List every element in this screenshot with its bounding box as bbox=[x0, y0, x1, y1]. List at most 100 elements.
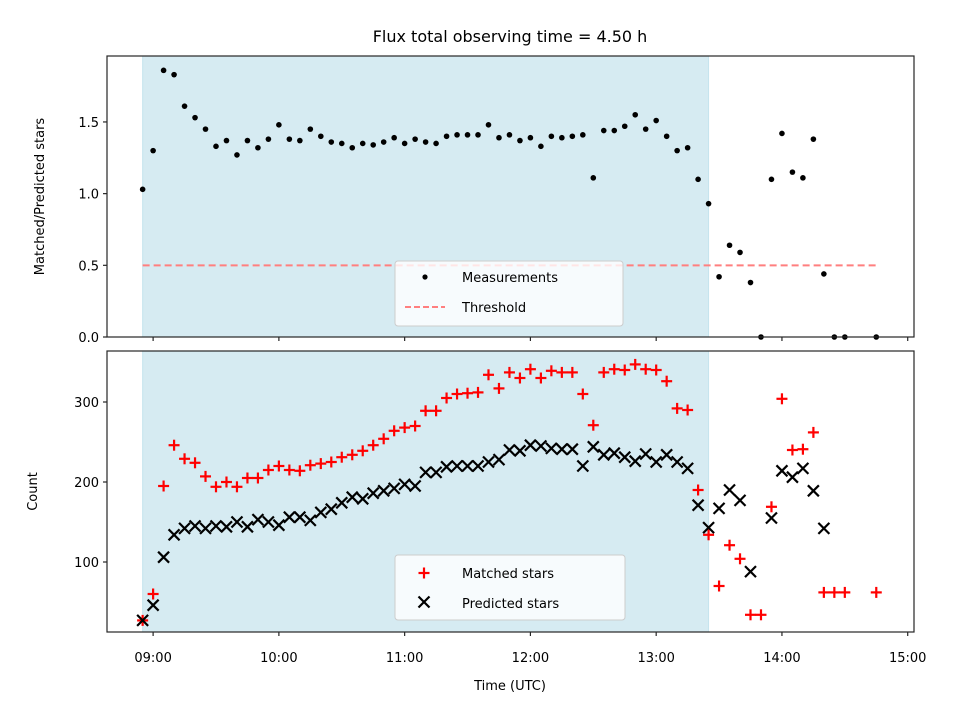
predicted-point bbox=[471, 459, 485, 473]
matched-point bbox=[451, 388, 463, 400]
measurement-point bbox=[663, 133, 670, 140]
measurement-point bbox=[297, 137, 303, 144]
predicted-point bbox=[639, 447, 652, 461]
matched-point bbox=[807, 426, 819, 438]
predicted-point bbox=[220, 520, 233, 534]
measurement-point bbox=[370, 142, 377, 148]
ratio-y-axis-label: Matched/Predicted stars bbox=[33, 118, 48, 276]
matched-point bbox=[409, 420, 421, 432]
matched-point bbox=[765, 501, 777, 513]
predicted-point bbox=[419, 466, 432, 479]
measurement-point bbox=[391, 134, 397, 141]
predicted-point bbox=[272, 518, 286, 532]
measurement-point bbox=[569, 133, 576, 140]
measurement-point bbox=[318, 133, 324, 140]
matched-point bbox=[294, 465, 306, 477]
matched-point bbox=[336, 451, 348, 463]
predicted-point bbox=[136, 614, 149, 627]
predicted-point bbox=[377, 484, 390, 498]
measurement-point bbox=[412, 136, 418, 142]
predicted-point bbox=[283, 510, 296, 524]
measurement-point bbox=[328, 139, 335, 145]
matched-point bbox=[713, 580, 725, 592]
measurement-point bbox=[527, 134, 534, 141]
ratio-y-ticks: 0.0 0.5 1.0 1.5 bbox=[78, 116, 107, 346]
predicted-point bbox=[262, 515, 275, 529]
predicted-point bbox=[450, 459, 464, 473]
measurement-point bbox=[223, 137, 230, 144]
count-points bbox=[136, 358, 882, 627]
measurement-point bbox=[171, 71, 177, 78]
predicted-point bbox=[545, 442, 558, 455]
predicted-point bbox=[157, 550, 170, 564]
matched-point bbox=[147, 588, 159, 600]
measurement-point bbox=[181, 103, 188, 109]
measurement-point bbox=[747, 279, 754, 286]
matched-point bbox=[703, 529, 715, 541]
predicted-point bbox=[199, 522, 212, 535]
y-tick-label: 1.5 bbox=[78, 116, 99, 131]
measurement-point bbox=[433, 140, 439, 147]
predicted-point bbox=[660, 448, 673, 462]
matched-point bbox=[566, 366, 578, 378]
matched-point bbox=[200, 470, 212, 482]
matched-point bbox=[388, 425, 400, 437]
predicted-point bbox=[534, 439, 548, 453]
legend-plus bbox=[418, 567, 430, 579]
measurement-point bbox=[192, 114, 198, 121]
predicted-point bbox=[817, 522, 831, 535]
measurement-point bbox=[255, 144, 261, 151]
matched-point bbox=[441, 392, 453, 404]
measurement-point bbox=[202, 126, 209, 132]
matched-plus-icon bbox=[418, 567, 430, 579]
matched-point bbox=[430, 405, 442, 417]
matched-point bbox=[514, 372, 526, 384]
matched-point bbox=[493, 382, 505, 394]
matched-point bbox=[818, 586, 830, 598]
measurement-point bbox=[286, 136, 293, 142]
matched-point bbox=[252, 472, 264, 484]
measurement-points bbox=[139, 67, 880, 340]
ratio-legend: Measurements Threshold bbox=[394, 260, 624, 327]
predicted-point bbox=[492, 453, 506, 466]
measurement-point bbox=[380, 139, 387, 145]
measurement-point bbox=[517, 137, 523, 144]
x-tick-label: 13:00 bbox=[637, 651, 674, 666]
measurement-point bbox=[307, 126, 314, 132]
matched-point bbox=[545, 365, 557, 377]
matched-point bbox=[734, 553, 746, 565]
measurement-point bbox=[779, 130, 785, 137]
chart-title: Flux total observing time = 4.50 h bbox=[373, 27, 648, 46]
x-tick-label: 09:00 bbox=[134, 651, 171, 666]
matched-point bbox=[283, 464, 295, 476]
matched-point bbox=[378, 433, 390, 445]
x-tick-label: 14:00 bbox=[763, 651, 800, 666]
measurement-point bbox=[265, 136, 272, 142]
measurement-point bbox=[213, 143, 219, 150]
matched-point bbox=[619, 364, 631, 376]
predicted-point bbox=[649, 455, 663, 469]
matched-point bbox=[262, 464, 274, 476]
matched-point bbox=[587, 419, 599, 431]
predicted-point bbox=[178, 522, 191, 535]
ratio-axes-frame bbox=[106, 55, 915, 338]
predicted-point bbox=[691, 498, 705, 512]
matched-point bbox=[482, 369, 494, 381]
matched-point bbox=[503, 366, 515, 378]
predicted-point bbox=[744, 565, 757, 578]
matched-point bbox=[755, 609, 767, 621]
predicted-point bbox=[335, 496, 349, 510]
predicted-point bbox=[587, 440, 600, 454]
matched-point bbox=[776, 393, 788, 405]
measurement-point bbox=[475, 132, 481, 138]
measurement-point bbox=[821, 271, 827, 277]
measurement-point bbox=[621, 123, 628, 130]
measurement-point bbox=[632, 111, 639, 118]
predicted-point bbox=[796, 462, 810, 475]
predicted-point bbox=[576, 459, 590, 473]
measurement-point bbox=[244, 137, 251, 144]
predicted-point bbox=[670, 455, 684, 469]
matched-point bbox=[556, 366, 568, 378]
predicted-point bbox=[555, 442, 569, 456]
predicted-point bbox=[786, 470, 799, 484]
